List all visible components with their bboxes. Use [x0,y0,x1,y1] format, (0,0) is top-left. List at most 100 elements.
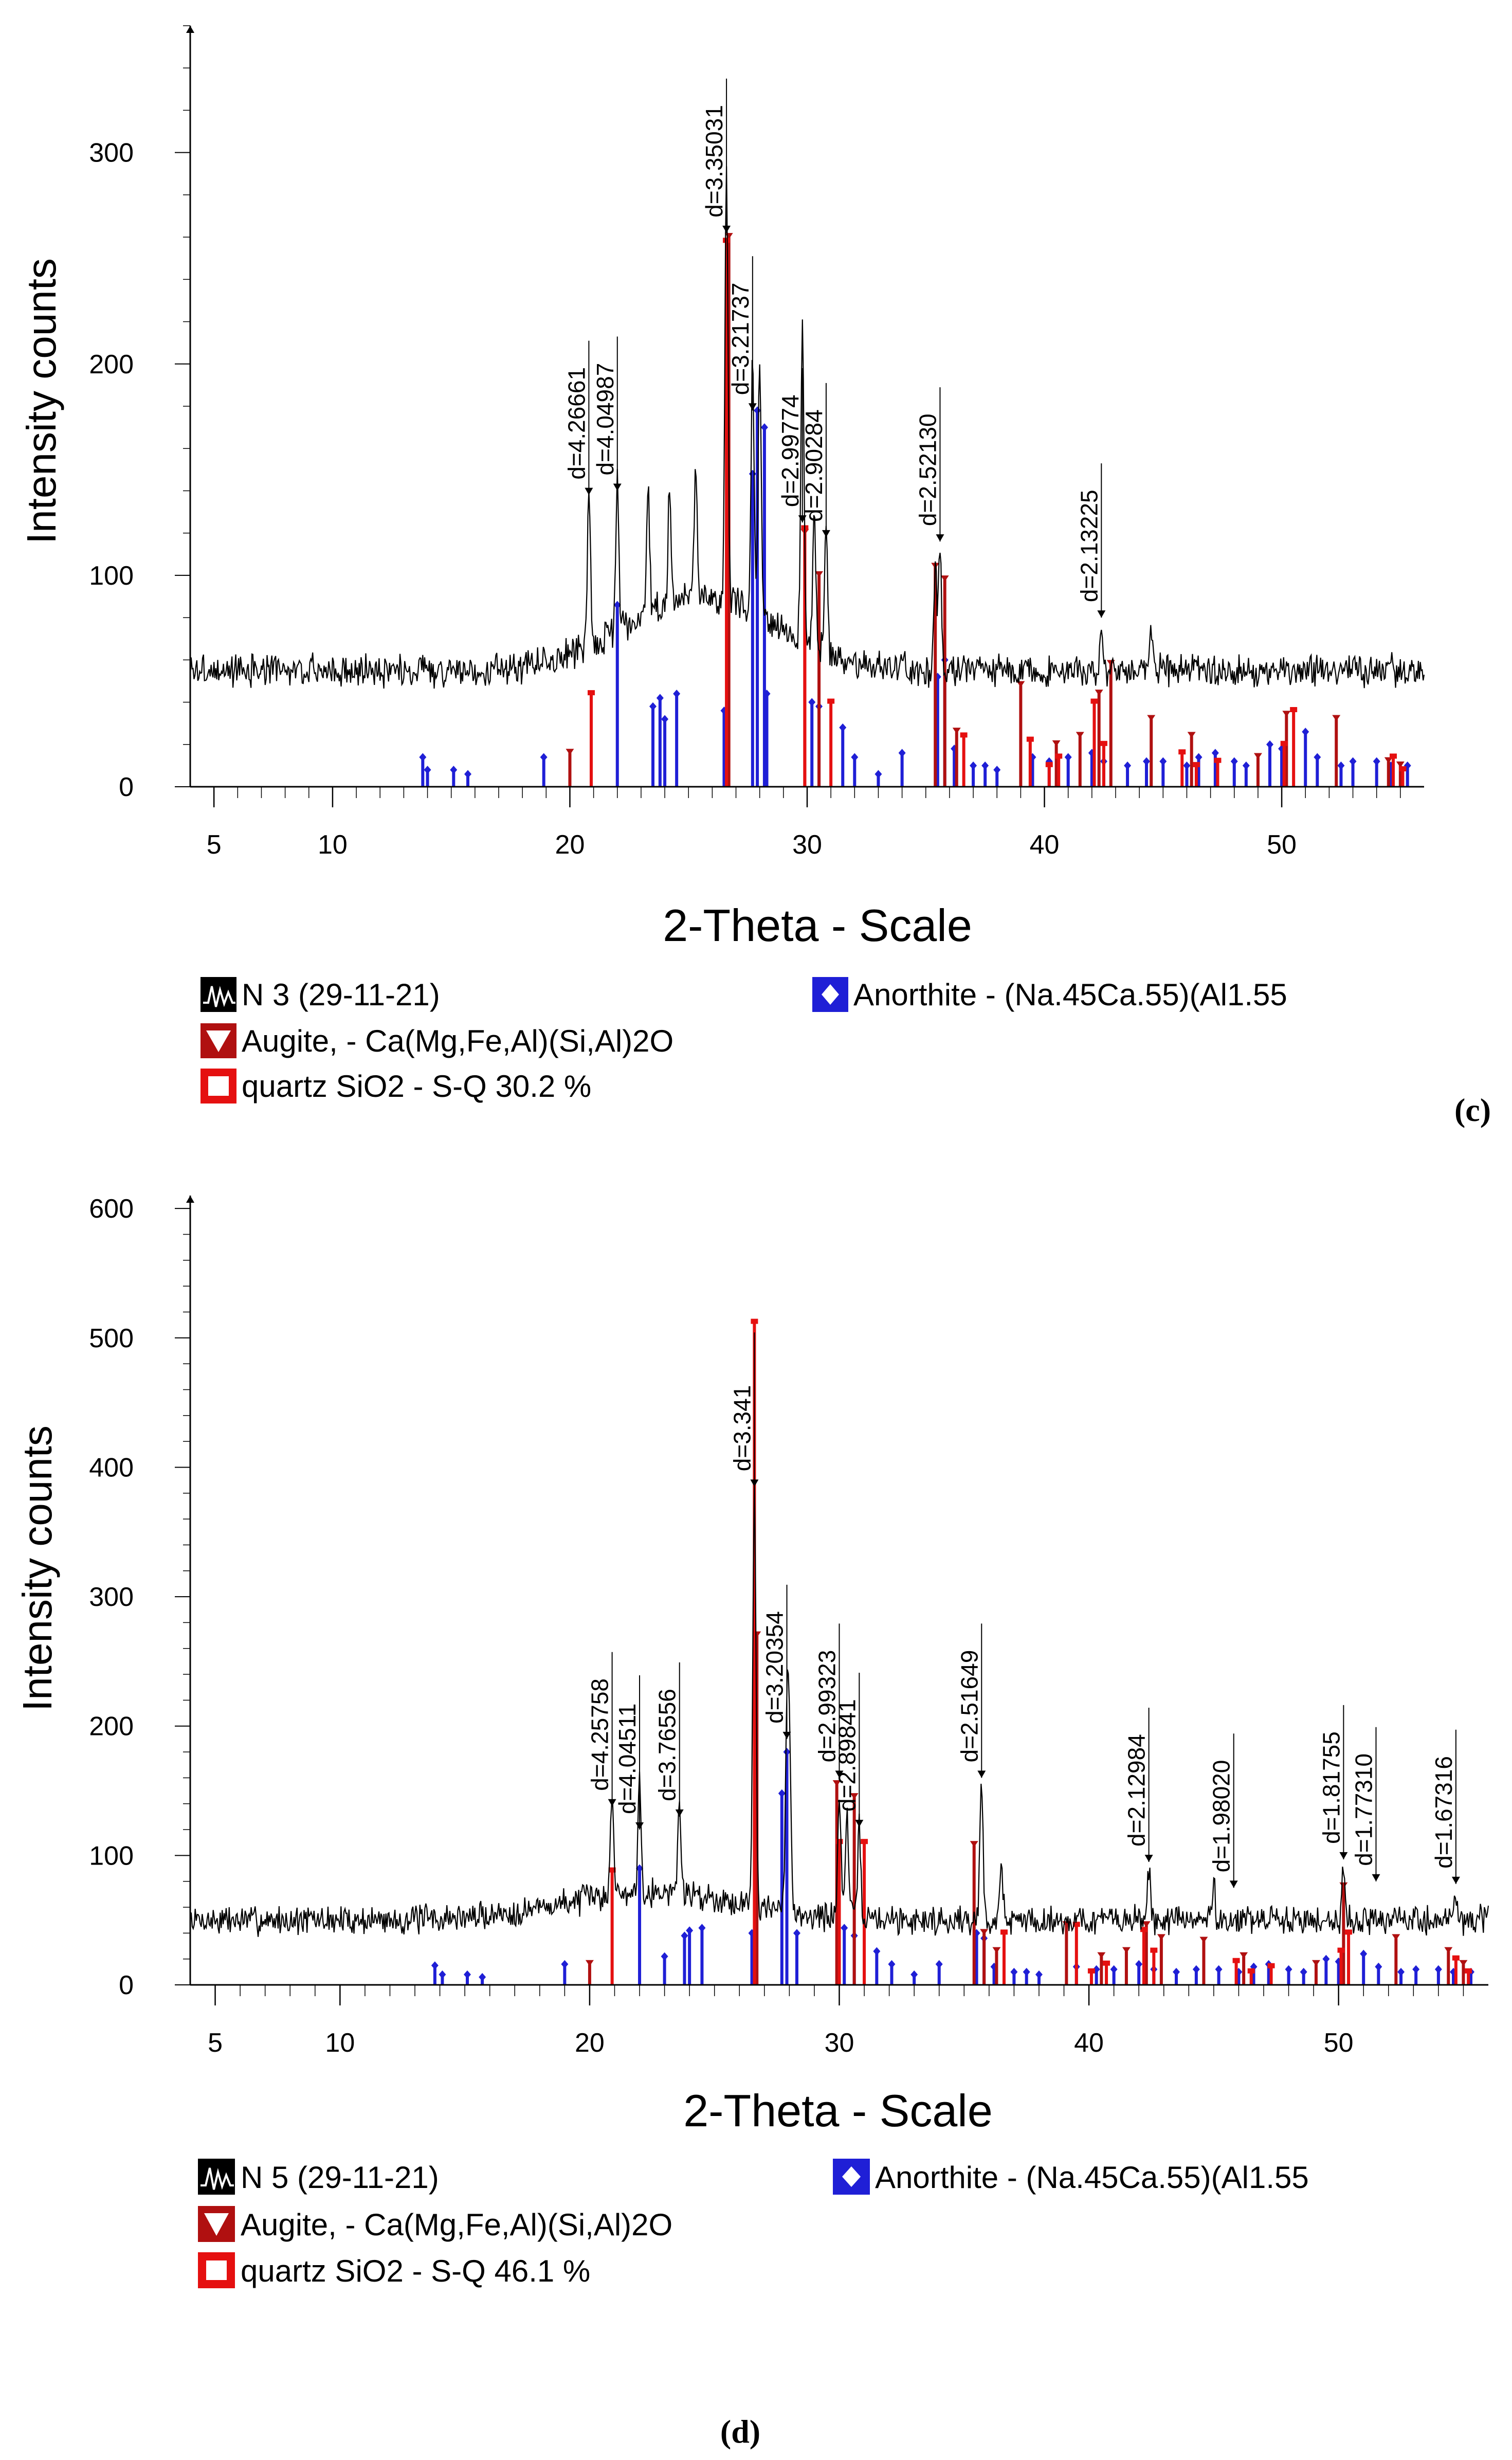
panel-d-legend: N 5 (29-11-21) Anorthite - (Na.45Ca.55)(… [198,2159,1309,2288]
d-spacing-annotation: d=2.51649 [956,1623,986,1778]
diamond-marker [898,749,906,757]
measured-pattern-line [189,166,1425,689]
annotation-arrow-icon [855,1820,864,1827]
diamond-marker [760,423,768,432]
d-spacing-label: d=2.12984 [1123,1734,1150,1847]
annotation-arrow-icon [1451,1876,1460,1884]
triangle-marker [1097,1952,1106,1959]
triangle-marker [1339,1882,1348,1889]
d-spacing-label: d=3.76556 [654,1689,681,1801]
square-marker [1026,736,1034,742]
triangle-marker [1147,715,1156,721]
diamond-marker [540,753,548,762]
d-spacing-annotation: d=3.20354 [761,1584,791,1739]
y-axis-arrow-icon [186,1196,194,1203]
d-spacing-label: d=3.35031 [701,105,727,218]
diamond-marker [1192,1965,1200,1974]
x-tick-label: 30 [792,830,822,860]
d-spacing-label: d=2.99323 [814,1650,841,1763]
triangle-marker [952,728,961,734]
diamond-marker [450,766,458,774]
triangle-down-icon-glyph [204,2213,229,2236]
x-tick-label: 10 [325,2028,355,2058]
diamond-marker [419,753,427,762]
square-marker [1267,1963,1275,1968]
diamond-marker [749,469,756,478]
diamond-marker [793,1929,800,1938]
d-spacing-annotation: d=1.81755 [1318,1705,1348,1859]
triangle-marker [1311,1960,1320,1966]
diamond-marker [1266,740,1273,749]
square-marker [1045,762,1053,767]
d-spacing-annotation: d=4.04987 [592,336,622,491]
diamond-marker [1035,1970,1043,1979]
phase-sticks-diamond-icon [419,406,1411,787]
annotation-arrow-icon [798,515,807,523]
legend-item-augite: Augite, - Ca(Mg,Fe,Al)(Si,Al)2O [201,1023,673,1058]
square-marker [1345,1929,1353,1935]
panel-d-label: (d) [720,2413,760,2450]
d-spacing-label: d=2.90284 [800,409,827,522]
triangle-marker [970,1841,978,1848]
d-spacing-annotation: d=2.99323 [814,1623,844,1778]
square-marker [1100,740,1107,746]
diamond-marker [783,1748,791,1757]
x-tick-label: 5 [208,2028,223,2058]
panel-c-xrd-chart: d=4.26661 d=4.04987 d=3.35031 d=3.21737 d=2.… [19,25,1491,1128]
annotation-arrow-icon [782,1731,791,1739]
annotation-arrow-icon [1372,1874,1380,1882]
diamond-marker [673,690,681,698]
d-spacing-annotation: d=4.04511 [614,1675,644,1830]
d-spacing-annotation: d=1.98020 [1208,1733,1238,1888]
diamond-marker [1215,1965,1223,1974]
y-tick-label: 300 [89,1582,134,1612]
square-marker [1214,757,1222,763]
diamond-marker [686,1926,694,1935]
diamond-marker [613,601,621,609]
diamond-marker [661,715,669,723]
square-marker [827,698,835,704]
triangle-marker [832,1780,841,1786]
d-spacing-annotation: d=1.67316 [1430,1729,1460,1884]
square-marker [1399,766,1407,772]
legend-label-quartz: quartz SiO2 - S-Q 30.2 % [242,1069,591,1104]
y-tick-label: 400 [89,1453,134,1482]
d-spacing-annotation: d=2.90284 [800,383,830,537]
diamond-marker [1302,728,1309,736]
square-marker [1055,753,1063,759]
triangle-marker [1122,1947,1131,1953]
diamond-marker [935,1960,943,1968]
panel-d-y-axis-title: Intensity counts [14,1425,60,1711]
diamond-marker [649,702,657,711]
square-marker [588,690,595,696]
diamond-marker [970,761,977,770]
panel-d-plot-area: d=4.25758 d=4.04511 d=3.76556 d=3.341 d=3.20… [189,1318,1489,1985]
d-spacing-annotation: d=3.76556 [654,1662,684,1817]
legend-label-sample: N 5 (29-11-21) [241,2160,439,2195]
square-marker [960,732,968,738]
d-spacing-label: d=1.77310 [1350,1753,1377,1866]
phase-sticks-triangle-down-icon [566,233,1405,787]
d-spacing-annotation: d=2.99774 [777,368,807,523]
diamond-marker [463,1970,471,1979]
diamond-marker [656,694,664,702]
y-tick-label: 100 [89,1841,134,1871]
annotation-arrow-icon [748,403,757,411]
diamond-marker [1064,753,1072,762]
d-spacing-label: d=4.26661 [563,367,590,480]
diamond-marker [1230,757,1238,766]
diamond-marker [839,723,847,732]
triangle-marker [1142,1921,1151,1928]
annotation-arrow-icon [936,534,944,542]
triangle-marker [1444,1947,1453,1953]
legend-item-augite: Augite, - Ca(Mg,Fe,Al)(Si,Al)2O [198,2206,672,2242]
d-spacing-label: d=4.04987 [592,363,618,476]
x-tick-label: 10 [318,830,348,860]
diamond-marker [763,690,771,698]
phase-sticks-square-icon [588,238,1407,787]
d-spacing-annotation: d=2.13225 [1076,463,1106,618]
annotation-arrow-icon [585,487,593,495]
x-tick-label: 50 [1324,2028,1354,2058]
diamond-marker [1375,1962,1382,1971]
square-marker [1090,698,1098,704]
